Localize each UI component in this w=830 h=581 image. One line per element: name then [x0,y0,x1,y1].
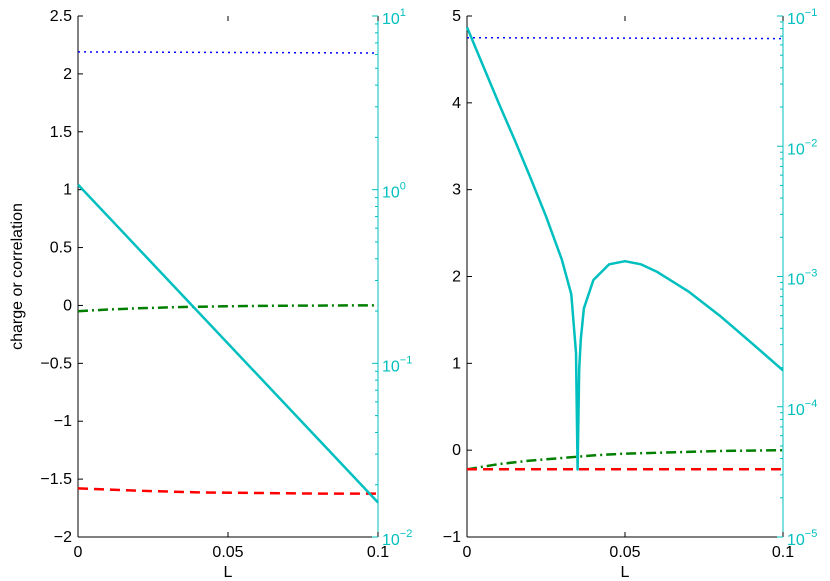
y2-tick-label: 10−5 [787,528,817,549]
y2-tick-label: 10−2 [787,137,817,158]
series-line-dashed [77,487,378,495]
x-axis-label: L [621,564,630,581]
y-tick-label: 2 [452,269,461,286]
y2-tick-base: 10 [787,141,805,158]
y-tick-label: 0.5 [50,240,72,257]
y2-tick-label: 10−1 [382,354,412,375]
series-line-dotted [466,36,784,40]
y-tick-label: 2 [63,66,72,83]
y2-tick-base: 10 [382,185,400,202]
y2-tick-label: 101 [382,7,406,28]
series-line-dotted [77,51,379,54]
y2-tick-exponent: −5 [805,528,818,540]
y2-tick-label: 10−2 [382,528,412,549]
series-line-dashdot [77,304,378,313]
y-tick-label: −1 [54,413,72,430]
y2-tick-label: 10−4 [787,398,817,419]
y-tick-label: −1.5 [40,471,72,488]
y2-tick-base: 10 [787,272,805,289]
y2-tick-label: 100 [382,181,406,202]
y-tick-label: −1 [443,529,461,546]
y-tick-label: 4 [452,95,461,112]
y2-tick-exponent: −1 [400,354,413,366]
y2-tick-base: 10 [787,402,805,419]
x-axis-label: L [224,564,233,581]
y2-tick-exponent: −2 [400,528,413,540]
y2-tick-exponent: 1 [400,7,406,19]
y2-tick-exponent: −2 [805,137,818,149]
y-tick-label: 0 [452,442,461,459]
y-tick-label: −0.5 [40,355,72,372]
x-tick-label: 0.05 [212,544,243,561]
x-tick-label: 0.05 [609,544,640,561]
x-tick-label: 0 [463,544,472,561]
y-tick-label: 2.5 [50,8,72,25]
y2-tick-base: 10 [382,532,400,549]
y-tick-label: −2 [54,529,72,546]
y-tick-label: 1 [452,355,461,372]
y2-tick-exponent: −3 [805,268,818,280]
series-line-solid [465,26,784,471]
left-panel: 2.521.510.50−0.5−1−1.5−20 0.05 0.110110010… [9,7,412,581]
y2-tick-label: 10−3 [787,268,817,289]
series-line-dashdot [466,448,784,471]
y-tick-label: 1 [63,182,72,199]
y2-tick-label: 10−1 [787,7,817,28]
y-tick-label: 0 [63,297,72,314]
y-axis-label: charge or correlation [9,203,26,350]
series-line-solid [77,183,379,504]
x-tick-label: 0 [74,544,83,561]
y2-tick-base: 10 [382,11,400,28]
y2-tick-exponent: −4 [805,398,818,410]
y-tick-label: 1.5 [50,124,72,141]
y2-tick-exponent: −1 [805,7,818,19]
y-tick-label: 3 [452,182,461,199]
y-tick-label: 5 [452,8,461,25]
x-tick-label: 0.1 [772,544,794,561]
y2-tick-base: 10 [787,532,805,549]
y2-tick-base: 10 [787,11,805,28]
y2-tick-exponent: 0 [400,181,406,193]
x-tick-label: 0.1 [367,544,389,561]
y2-tick-base: 10 [382,358,400,375]
